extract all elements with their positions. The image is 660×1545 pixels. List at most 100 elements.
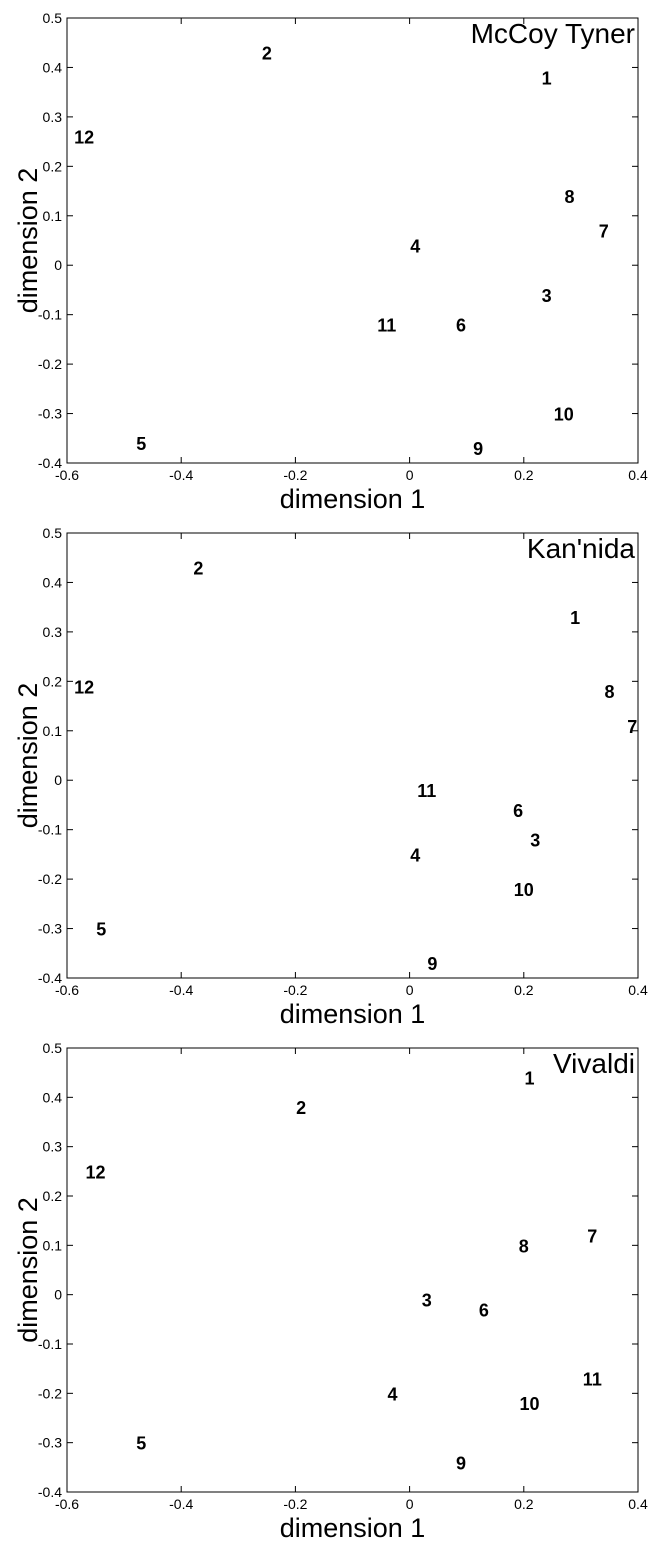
point-label-10: 10 [554,405,574,425]
point-label-5: 5 [96,920,106,940]
y-tick-label: 0.4 [43,59,63,75]
y-tick-label: -0.1 [38,822,62,838]
point-label-11: 11 [583,1370,602,1390]
x-tick-label: 0.4 [628,1496,648,1512]
plot-frame [66,17,639,464]
x-tick-label: -0.6 [55,982,79,998]
point-label-9: 9 [456,1453,466,1473]
point-label-9: 9 [473,439,483,459]
x-tick-label: -0.2 [283,982,307,998]
y-tick-label: -0.2 [38,356,62,372]
y-tick-label: 0 [54,1287,62,1303]
point-label-4: 4 [410,236,420,256]
x-tick-label: -0.4 [169,467,193,483]
point-label-10: 10 [514,880,534,900]
y-tick-label: 0.3 [43,624,63,640]
point-label-6: 6 [479,1300,489,1320]
x-axis-label: dimension 1 [280,484,426,514]
x-axis-label: dimension 1 [280,999,426,1029]
point-label-3: 3 [542,286,552,306]
y-tick-label: -0.4 [38,1484,62,1500]
point-label-11: 11 [377,316,396,336]
panel-title: McCoy Tyner [471,18,635,49]
x-tick-label: -0.2 [283,1496,307,1512]
x-tick-label: 0 [406,467,414,483]
point-label-9: 9 [427,954,437,974]
x-tick-label: 0.4 [628,467,648,483]
y-tick-label: 0.1 [43,208,63,224]
point-label-8: 8 [604,682,614,702]
point-label-4: 4 [410,845,420,865]
point-label-8: 8 [519,1236,529,1256]
x-tick-label: 0.2 [514,982,534,998]
y-tick-label: 0.4 [43,574,63,590]
point-label-12: 12 [74,128,94,148]
x-tick-label: -0.4 [169,982,193,998]
panel-title: Vivaldi [553,1048,635,1079]
y-tick-label: -0.2 [38,1385,62,1401]
y-tick-label: -0.4 [38,970,62,986]
x-axis-label: dimension 1 [280,1513,426,1543]
point-label-3: 3 [422,1291,432,1311]
y-tick-label: 0.3 [43,109,63,125]
point-label-2: 2 [262,44,272,64]
scatter-panel-3: -0.6 -0.4 -0.2 0 0.2 0.4-0.4-0.3-0.2-0.100.10… [13,1040,648,1543]
plot-frame [66,1047,639,1493]
y-axis-label: dimension 2 [13,168,43,314]
y-tick-label: 0.2 [43,673,63,689]
point-label-1: 1 [570,608,580,628]
point-label-1: 1 [525,1069,535,1089]
y-tick-label: 0.5 [43,525,63,541]
scatter-panel-1: -0.6 -0.4 -0.2 0 0.2 0.4-0.4-0.3-0.2-0.100.10… [13,10,648,514]
scatter-panel-2: -0.6 -0.4 -0.2 0 0.2 0.4-0.4-0.3-0.2-0.100.10… [13,525,648,1029]
y-tick-label: 0 [54,772,62,788]
point-label-10: 10 [519,1394,539,1414]
y-tick-label: 0.1 [43,1237,63,1253]
y-tick-label: -0.1 [38,307,62,323]
x-tick-label: -0.6 [55,467,79,483]
point-label-7: 7 [587,1226,597,1246]
x-tick-label: -0.2 [283,467,307,483]
point-label-11: 11 [417,781,436,801]
x-tick-label: 0.4 [628,982,648,998]
x-tick-label: 0 [406,1496,414,1512]
point-label-8: 8 [564,187,574,207]
y-tick-label: 0 [54,257,62,273]
point-label-5: 5 [136,434,146,454]
y-tick-label: 0.2 [43,158,63,174]
point-label-2: 2 [296,1098,306,1118]
point-label-6: 6 [456,316,466,336]
y-tick-label: 0.4 [43,1089,63,1105]
x-tick-label: -0.6 [55,1496,79,1512]
point-label-4: 4 [387,1384,397,1404]
point-label-3: 3 [530,831,540,851]
y-tick-label: 0.5 [43,10,63,26]
point-label-12: 12 [74,677,94,697]
plot-frame [66,532,639,979]
point-label-7: 7 [627,717,637,737]
y-tick-label: 0.3 [43,1139,63,1155]
x-tick-label: 0.2 [514,467,534,483]
point-label-5: 5 [136,1434,146,1454]
y-tick-label: -0.4 [38,455,62,471]
x-tick-label: 0.2 [514,1496,534,1512]
point-label-12: 12 [86,1162,106,1182]
point-label-7: 7 [599,222,609,242]
y-tick-label: -0.3 [38,921,62,937]
y-tick-label: -0.3 [38,406,62,422]
point-label-1: 1 [542,68,552,88]
panel-title: Kan'nida [527,533,636,564]
y-tick-label: 0.2 [43,1188,63,1204]
y-axis-label: dimension 2 [13,683,43,829]
y-tick-label: 0.5 [43,1040,63,1056]
x-tick-label: 0 [406,982,414,998]
y-tick-label: -0.3 [38,1435,62,1451]
y-axis-label: dimension 2 [13,1197,43,1343]
y-tick-label: 0.1 [43,723,63,739]
point-label-6: 6 [513,801,523,821]
point-label-2: 2 [193,559,203,579]
y-tick-label: -0.1 [38,1336,62,1352]
x-tick-label: -0.4 [169,1496,193,1512]
y-tick-label: -0.2 [38,871,62,887]
